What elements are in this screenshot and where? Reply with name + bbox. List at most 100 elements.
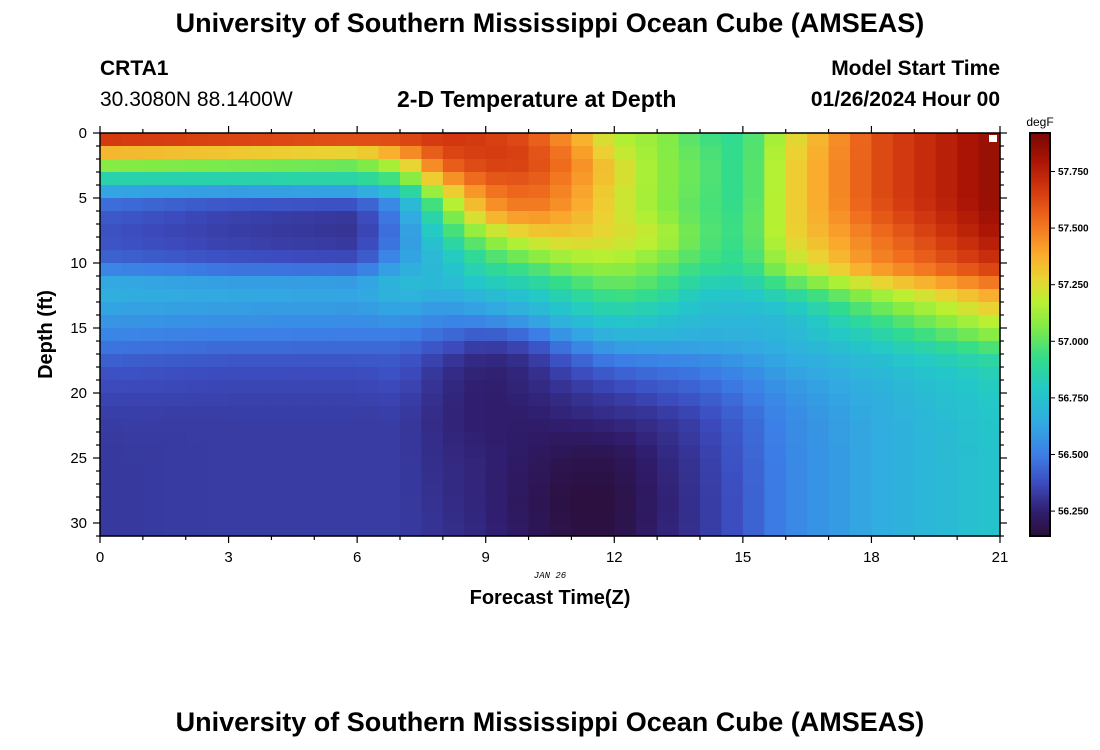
heatmap-cell bbox=[978, 367, 1001, 381]
heatmap-cell bbox=[614, 146, 637, 160]
heatmap-cell bbox=[550, 133, 573, 147]
heatmap-cell bbox=[485, 172, 508, 186]
heatmap-cell bbox=[400, 432, 423, 446]
heatmap-cell bbox=[207, 250, 230, 264]
heatmap-cell bbox=[614, 510, 637, 524]
heatmap-cell bbox=[100, 211, 123, 225]
station-id: CRTA1 bbox=[100, 57, 169, 80]
heatmap-cell bbox=[142, 484, 165, 498]
heatmap-cell bbox=[164, 263, 187, 277]
heatmap-cell bbox=[700, 445, 723, 459]
heatmap-cell bbox=[207, 159, 230, 173]
heatmap-cell bbox=[657, 146, 680, 160]
heatmap-cell bbox=[442, 146, 465, 160]
heatmap-cell bbox=[892, 419, 915, 433]
heatmap-cell bbox=[571, 497, 594, 511]
heatmap-cell bbox=[935, 211, 958, 225]
heatmap-cell bbox=[335, 510, 358, 524]
heatmap-cell bbox=[550, 198, 573, 212]
heatmap-cell bbox=[785, 302, 808, 316]
heatmap-cell bbox=[250, 406, 273, 420]
heatmap-cell bbox=[571, 328, 594, 342]
heatmap-cell bbox=[207, 458, 230, 472]
heatmap-cell bbox=[892, 159, 915, 173]
heatmap-cell bbox=[207, 354, 230, 368]
heatmap-cell bbox=[185, 133, 208, 147]
heatmap-cell bbox=[957, 471, 980, 485]
heatmap-cell bbox=[785, 380, 808, 394]
heatmap-cell bbox=[957, 250, 980, 264]
heatmap-cell bbox=[635, 432, 658, 446]
heatmap-cell bbox=[978, 289, 1001, 303]
heatmap-cell bbox=[592, 380, 615, 394]
heatmap-cell bbox=[678, 250, 701, 264]
heatmap-cell bbox=[550, 367, 573, 381]
heatmap-cell bbox=[700, 302, 723, 316]
heatmap-cell bbox=[764, 185, 787, 199]
heatmap-cell bbox=[528, 510, 551, 524]
heatmap-cell bbox=[957, 289, 980, 303]
heatmap-cell bbox=[228, 328, 251, 342]
y-tick-label: 0 bbox=[79, 125, 87, 142]
heatmap-cell bbox=[507, 185, 530, 199]
heatmap-cell bbox=[507, 289, 530, 303]
heatmap-cell bbox=[850, 393, 873, 407]
heatmap-cell bbox=[742, 224, 765, 238]
heatmap-cell bbox=[357, 354, 380, 368]
heatmap-cell bbox=[250, 172, 273, 186]
date-label: JAN 26 bbox=[534, 571, 567, 581]
heatmap-cell bbox=[464, 445, 487, 459]
heatmap-cell bbox=[100, 263, 123, 277]
heatmap-cell bbox=[292, 445, 315, 459]
heatmap-cell bbox=[100, 484, 123, 498]
heatmap-cell bbox=[142, 471, 165, 485]
heatmap-cell bbox=[100, 159, 123, 173]
heatmap-cell bbox=[335, 224, 358, 238]
heatmap-cell bbox=[935, 276, 958, 290]
heatmap-cell bbox=[807, 471, 830, 485]
heatmap-cell bbox=[464, 237, 487, 251]
heatmap-cell bbox=[957, 172, 980, 186]
heatmap-cell bbox=[100, 302, 123, 316]
heatmap-cell bbox=[421, 237, 444, 251]
heatmap-cell bbox=[228, 172, 251, 186]
heatmap-cell bbox=[442, 315, 465, 329]
heatmap-cell bbox=[571, 198, 594, 212]
heatmap-cell bbox=[335, 198, 358, 212]
heatmap-cell bbox=[528, 302, 551, 316]
heatmap-cell bbox=[357, 172, 380, 186]
heatmap-cell bbox=[271, 276, 294, 290]
y-tick-label: 5 bbox=[79, 190, 87, 207]
heatmap-cell bbox=[528, 328, 551, 342]
heatmap-cell bbox=[785, 393, 808, 407]
heatmap-cell bbox=[442, 211, 465, 225]
heatmap-cell bbox=[850, 133, 873, 147]
heatmap-cell bbox=[700, 510, 723, 524]
heatmap-cell bbox=[464, 458, 487, 472]
heatmap-cell bbox=[142, 510, 165, 524]
heatmap-cell bbox=[292, 224, 315, 238]
heatmap-cell bbox=[400, 185, 423, 199]
heatmap-cell bbox=[357, 211, 380, 225]
heatmap-cell bbox=[271, 341, 294, 355]
heatmap-cell bbox=[528, 458, 551, 472]
heatmap-cell bbox=[678, 172, 701, 186]
heatmap-cell bbox=[292, 393, 315, 407]
heatmap-cell bbox=[678, 237, 701, 251]
heatmap-cell bbox=[828, 497, 851, 511]
heatmap-cell bbox=[742, 406, 765, 420]
heatmap-cell bbox=[935, 302, 958, 316]
heatmap-cell bbox=[657, 250, 680, 264]
heatmap-cell bbox=[764, 237, 787, 251]
heatmap-cell bbox=[785, 211, 808, 225]
heatmap-cell bbox=[335, 133, 358, 147]
heatmap-cell bbox=[721, 354, 744, 368]
heatmap-cell bbox=[678, 484, 701, 498]
heatmap-cell bbox=[978, 432, 1001, 446]
heatmap-cell bbox=[164, 315, 187, 329]
heatmap-cell bbox=[121, 380, 144, 394]
heatmap-cell bbox=[914, 406, 937, 420]
heatmap-cell bbox=[978, 523, 1001, 537]
heatmap-cell bbox=[592, 146, 615, 160]
heatmap-cell bbox=[828, 354, 851, 368]
